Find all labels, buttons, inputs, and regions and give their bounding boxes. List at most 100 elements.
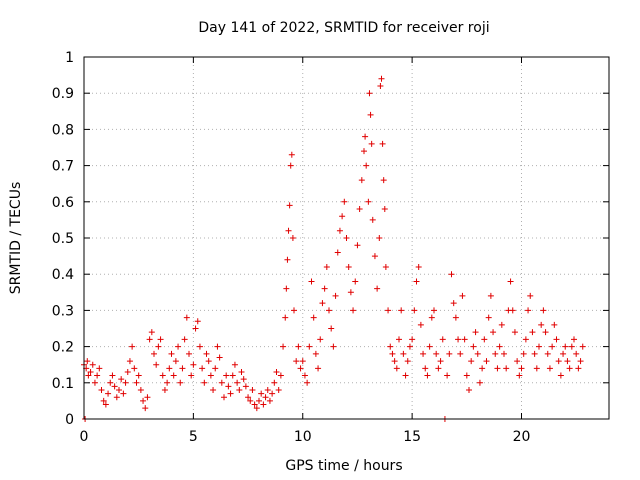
data-point bbox=[455, 336, 462, 343]
data-point bbox=[562, 343, 569, 350]
data-point bbox=[218, 379, 225, 386]
data-point bbox=[546, 365, 553, 372]
data-point bbox=[568, 343, 575, 350]
data-point bbox=[330, 343, 337, 350]
data-point bbox=[468, 358, 475, 365]
data-point bbox=[157, 336, 164, 343]
data-point bbox=[142, 405, 149, 412]
grid-lines bbox=[84, 57, 609, 419]
data-point bbox=[137, 387, 144, 394]
data-point bbox=[242, 383, 249, 390]
data-point bbox=[87, 368, 94, 375]
data-point bbox=[107, 379, 114, 386]
data-point bbox=[282, 314, 289, 321]
data-point bbox=[186, 350, 192, 357]
data-point bbox=[190, 361, 197, 368]
data-point bbox=[564, 358, 571, 365]
data-point bbox=[210, 387, 217, 394]
data-point bbox=[402, 372, 409, 379]
data-point bbox=[89, 361, 96, 368]
data-point bbox=[151, 350, 157, 357]
data-point bbox=[283, 285, 290, 292]
data-point bbox=[310, 314, 317, 321]
data-point bbox=[496, 343, 503, 350]
data-point bbox=[371, 253, 378, 260]
data-point bbox=[109, 372, 116, 379]
data-point bbox=[363, 162, 370, 169]
data-point bbox=[124, 368, 131, 375]
data-point bbox=[214, 343, 221, 350]
data-point bbox=[116, 387, 122, 394]
data-point bbox=[452, 314, 459, 321]
data-point bbox=[577, 358, 584, 365]
data-point bbox=[258, 390, 265, 397]
data-point bbox=[444, 372, 451, 379]
data-point bbox=[133, 379, 140, 386]
data-point bbox=[406, 343, 413, 350]
data-point bbox=[433, 350, 440, 357]
data-point bbox=[129, 343, 136, 350]
data-point bbox=[501, 350, 507, 357]
data-point bbox=[579, 343, 586, 350]
data-point bbox=[240, 376, 247, 383]
data-point bbox=[308, 278, 315, 285]
data-point bbox=[435, 365, 442, 372]
data-point bbox=[507, 278, 514, 285]
y-tick-label: 0.9 bbox=[52, 86, 74, 102]
data-point bbox=[146, 336, 153, 343]
data-point bbox=[525, 307, 532, 314]
data-point bbox=[398, 307, 405, 314]
data-point bbox=[446, 350, 453, 357]
data-point bbox=[479, 365, 486, 372]
data-point bbox=[253, 405, 260, 412]
x-tick-labels: 0 5 10 15 20 bbox=[80, 429, 531, 445]
data-point bbox=[377, 82, 384, 89]
data-point bbox=[339, 213, 346, 220]
data-point bbox=[544, 350, 551, 357]
data-point bbox=[194, 318, 201, 325]
data-point bbox=[205, 358, 212, 365]
data-point bbox=[289, 235, 296, 241]
data-point bbox=[326, 307, 332, 314]
data-point bbox=[366, 90, 373, 97]
data-point bbox=[177, 379, 184, 386]
data-point bbox=[275, 387, 282, 394]
data-point bbox=[431, 307, 437, 314]
data-point bbox=[487, 292, 494, 299]
data-point bbox=[358, 177, 365, 184]
data-point bbox=[529, 329, 536, 336]
data-point bbox=[560, 350, 567, 357]
data-point bbox=[555, 358, 562, 365]
data-point bbox=[538, 321, 545, 328]
data-point bbox=[411, 307, 418, 314]
data-points bbox=[81, 75, 586, 422]
data-point bbox=[251, 401, 258, 408]
y-tick-label: 0.1 bbox=[52, 376, 74, 392]
data-point bbox=[540, 307, 547, 314]
data-point bbox=[175, 343, 182, 350]
data-point bbox=[463, 372, 470, 379]
data-point bbox=[91, 379, 98, 386]
data-point bbox=[229, 372, 236, 379]
data-point bbox=[439, 336, 446, 343]
data-point bbox=[249, 387, 256, 394]
data-point bbox=[470, 343, 477, 350]
y-tick-label: 1 bbox=[65, 50, 74, 66]
y-tick-label: 0.5 bbox=[52, 231, 74, 247]
data-point bbox=[382, 263, 389, 270]
data-point bbox=[287, 162, 294, 169]
data-point bbox=[334, 249, 341, 256]
data-point bbox=[299, 358, 306, 365]
data-point bbox=[234, 379, 241, 386]
data-point bbox=[168, 350, 175, 357]
data-point bbox=[352, 278, 359, 285]
data-point bbox=[304, 379, 311, 386]
data-point bbox=[148, 329, 155, 336]
data-point bbox=[144, 394, 151, 401]
data-point bbox=[328, 325, 335, 332]
data-point bbox=[280, 343, 287, 350]
data-point bbox=[247, 397, 254, 404]
data-point bbox=[166, 365, 173, 372]
data-point bbox=[256, 397, 262, 404]
data-point bbox=[343, 235, 350, 241]
